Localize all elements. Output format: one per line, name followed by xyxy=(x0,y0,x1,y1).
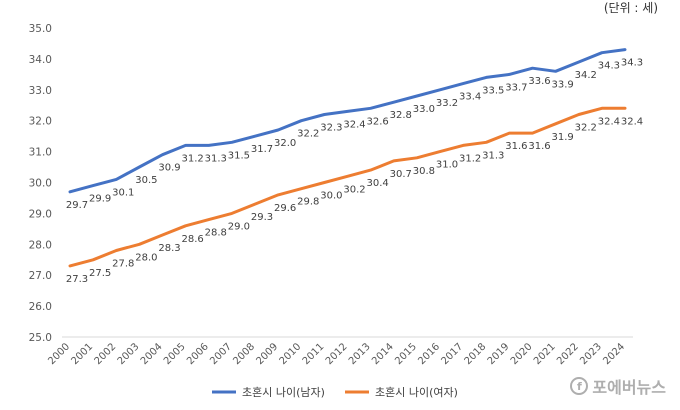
data-label: 32.4 xyxy=(621,116,643,127)
data-label: 34.3 xyxy=(621,58,643,69)
data-label: 30.1 xyxy=(112,187,134,198)
data-label: 29.9 xyxy=(89,194,111,205)
x-tick-label: 2011 xyxy=(301,341,327,367)
x-tick-label: 2012 xyxy=(324,341,350,367)
data-label: 31.5 xyxy=(228,150,250,161)
data-label: 33.0 xyxy=(413,104,435,115)
forever-news-logo-icon: f xyxy=(570,377,589,395)
data-label: 31.0 xyxy=(436,160,458,171)
data-label: 29.7 xyxy=(66,200,88,211)
x-tick-label: 2021 xyxy=(532,341,558,367)
data-label: 31.6 xyxy=(528,141,550,152)
data-label: 27.8 xyxy=(112,258,134,269)
data-label: 30.5 xyxy=(135,175,157,186)
y-tick-label: 35.0 xyxy=(29,23,52,35)
data-label: 28.0 xyxy=(135,252,157,263)
x-tick-label: 2014 xyxy=(370,341,396,367)
y-tick-label: 25.0 xyxy=(29,332,52,344)
x-tick-label: 2024 xyxy=(601,341,627,367)
y-tick-label: 33.0 xyxy=(29,85,52,97)
data-label: 33.5 xyxy=(482,85,504,96)
x-tick-label: 2006 xyxy=(185,341,211,367)
x-tick-label: 2023 xyxy=(578,341,604,367)
x-tick-label: 2017 xyxy=(439,341,465,367)
x-tick-label: 2015 xyxy=(393,341,419,367)
data-label: 31.3 xyxy=(482,150,504,161)
data-label: 32.6 xyxy=(366,116,388,127)
series-line-male xyxy=(68,48,627,194)
x-tick-label: 2019 xyxy=(486,341,512,367)
data-label: 30.8 xyxy=(413,166,435,177)
data-label: 31.2 xyxy=(459,153,481,164)
data-label: 34.3 xyxy=(598,61,620,72)
y-tick-label: 34.0 xyxy=(29,54,52,66)
x-tick-label: 2002 xyxy=(93,341,119,367)
data-label: 32.4 xyxy=(343,119,365,130)
data-label: 29.0 xyxy=(228,221,250,232)
data-label: 31.3 xyxy=(205,153,227,164)
x-tick-label: 2020 xyxy=(509,341,535,367)
data-label: 32.8 xyxy=(390,110,412,121)
unit-label: (단위 : 세) xyxy=(603,1,658,15)
x-tick-label: 2022 xyxy=(555,341,581,367)
x-tick-label: 2003 xyxy=(116,341,142,367)
watermark-text: 포에버뉴스 xyxy=(592,378,666,397)
y-tick-label: 30.0 xyxy=(29,178,52,190)
data-label: 30.4 xyxy=(366,178,388,189)
data-label: 31.6 xyxy=(505,141,527,152)
x-tick-label: 2013 xyxy=(347,341,373,367)
y-tick-label: 32.0 xyxy=(29,116,52,128)
x-tick-label: 2007 xyxy=(208,341,234,367)
data-label: 33.9 xyxy=(551,79,573,90)
data-label: 32.2 xyxy=(575,123,597,134)
data-label: 30.0 xyxy=(320,191,342,202)
legend-male-label: 초혼시 나이(남자) xyxy=(242,386,325,399)
y-tick-label: 26.0 xyxy=(29,301,52,313)
x-tick-label: 2010 xyxy=(278,341,304,367)
data-label: 32.3 xyxy=(320,123,342,134)
data-label: 33.2 xyxy=(436,98,458,109)
data-label: 27.5 xyxy=(89,268,111,279)
series-line-female xyxy=(68,106,627,268)
data-label: 29.3 xyxy=(251,212,273,223)
data-label: 29.6 xyxy=(274,203,296,214)
y-tick-label: 29.0 xyxy=(29,208,52,220)
watermark: f 포에버뉴스 xyxy=(570,374,666,398)
data-label: 31.2 xyxy=(181,153,203,164)
data-label: 28.6 xyxy=(181,234,203,245)
data-label: 31.7 xyxy=(251,144,273,155)
x-tick-label: 2000 xyxy=(46,341,72,367)
data-label: 33.6 xyxy=(528,76,550,87)
legend-female-label: 초혼시 나이(여자) xyxy=(375,386,458,399)
x-tick-label: 2018 xyxy=(463,341,489,367)
x-tick-label: 2001 xyxy=(69,341,95,367)
data-label: 28.8 xyxy=(205,228,227,239)
x-tick-label: 2009 xyxy=(254,341,280,367)
data-label: 30.2 xyxy=(343,184,365,195)
data-label: 30.7 xyxy=(390,169,412,180)
data-label: 33.7 xyxy=(505,82,527,93)
data-label: 28.3 xyxy=(158,243,180,254)
data-label: 29.8 xyxy=(297,197,319,208)
y-tick-label: 27.0 xyxy=(29,270,52,282)
data-label: 30.9 xyxy=(158,163,180,174)
x-tick-label: 2005 xyxy=(162,341,188,367)
data-label: 32.4 xyxy=(598,116,620,127)
data-label: 31.9 xyxy=(551,132,573,143)
x-tick-label: 2004 xyxy=(139,341,165,367)
x-tick-label: 2016 xyxy=(416,341,442,367)
data-label: 34.2 xyxy=(575,70,597,81)
data-label: 32.0 xyxy=(274,138,296,149)
data-label: 32.2 xyxy=(297,129,319,140)
data-label: 27.3 xyxy=(66,274,88,285)
y-tick-label: 31.0 xyxy=(29,147,52,159)
y-tick-label: 28.0 xyxy=(29,239,52,251)
data-label: 33.4 xyxy=(459,92,481,103)
x-tick-label: 2008 xyxy=(231,341,257,367)
